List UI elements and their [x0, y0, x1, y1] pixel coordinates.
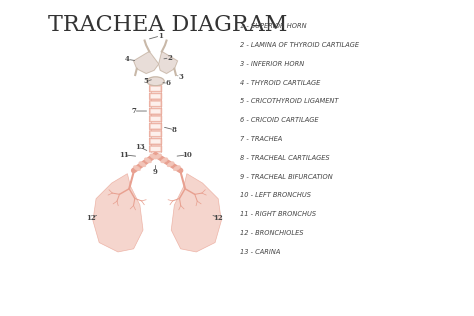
Ellipse shape — [145, 158, 151, 163]
Text: 12: 12 — [213, 214, 223, 222]
Text: 12 - BRONCHIOLES: 12 - BRONCHIOLES — [240, 230, 304, 236]
FancyBboxPatch shape — [151, 102, 160, 106]
FancyBboxPatch shape — [151, 132, 160, 136]
Text: 2: 2 — [167, 54, 172, 62]
Polygon shape — [134, 52, 159, 73]
FancyBboxPatch shape — [149, 86, 162, 92]
Text: 3: 3 — [178, 73, 183, 81]
Polygon shape — [159, 52, 177, 73]
Text: TRACHEA DIAGRAM: TRACHEA DIAGRAM — [48, 14, 288, 36]
Text: 2 - LAMINA OF THYROID CARTILAGE: 2 - LAMINA OF THYROID CARTILAGE — [240, 42, 359, 48]
FancyBboxPatch shape — [151, 124, 160, 128]
PathPatch shape — [93, 174, 143, 252]
FancyBboxPatch shape — [151, 87, 160, 91]
FancyBboxPatch shape — [149, 93, 162, 100]
Text: 4: 4 — [125, 55, 130, 63]
Ellipse shape — [150, 154, 157, 159]
FancyBboxPatch shape — [149, 131, 162, 137]
PathPatch shape — [171, 174, 221, 252]
Text: 3 - INFERIOR HORN: 3 - INFERIOR HORN — [240, 61, 304, 67]
FancyBboxPatch shape — [151, 139, 160, 143]
Text: 10: 10 — [182, 151, 192, 159]
Ellipse shape — [155, 154, 162, 159]
Text: 9 - TRACHEAL BIFURCATION: 9 - TRACHEAL BIFURCATION — [240, 174, 333, 180]
Ellipse shape — [139, 162, 146, 167]
Text: 12: 12 — [86, 214, 96, 222]
Ellipse shape — [173, 166, 181, 171]
Text: 8 - TRACHEAL CARTILAGES: 8 - TRACHEAL CARTILAGES — [240, 155, 330, 161]
Text: 11 - RIGHT BRONCHUS: 11 - RIGHT BRONCHUS — [240, 211, 316, 217]
FancyBboxPatch shape — [149, 108, 162, 114]
Text: 5 - CRICOTHYROID LIGAMENT: 5 - CRICOTHYROID LIGAMENT — [240, 99, 338, 105]
Text: 9: 9 — [153, 168, 158, 176]
FancyBboxPatch shape — [151, 109, 160, 113]
Text: 6: 6 — [165, 79, 171, 88]
FancyBboxPatch shape — [149, 138, 162, 144]
FancyBboxPatch shape — [149, 116, 162, 122]
Ellipse shape — [167, 162, 174, 167]
FancyBboxPatch shape — [151, 147, 160, 151]
FancyBboxPatch shape — [151, 117, 160, 121]
Text: 7 - TRACHEA: 7 - TRACHEA — [240, 136, 283, 142]
FancyBboxPatch shape — [151, 94, 160, 98]
Text: 10 - LEFT BRONCHUS: 10 - LEFT BRONCHUS — [240, 192, 311, 198]
Text: 1 - SUPERIOR HORN: 1 - SUPERIOR HORN — [240, 23, 307, 29]
Ellipse shape — [133, 166, 140, 171]
Text: 13: 13 — [135, 143, 145, 151]
FancyBboxPatch shape — [149, 146, 162, 152]
Text: 1: 1 — [158, 32, 163, 40]
Ellipse shape — [147, 77, 164, 86]
Text: 7: 7 — [131, 107, 136, 115]
Text: 6 - CRICOID CARTILAGE: 6 - CRICOID CARTILAGE — [240, 117, 319, 123]
Text: 13 - CARINA: 13 - CARINA — [240, 249, 281, 255]
FancyBboxPatch shape — [149, 123, 162, 130]
Text: 11: 11 — [119, 151, 129, 159]
Text: 8: 8 — [172, 126, 177, 134]
Ellipse shape — [161, 158, 168, 163]
Text: 5: 5 — [144, 77, 149, 85]
Text: 4 - THYROID CARTILAGE: 4 - THYROID CARTILAGE — [240, 80, 320, 86]
FancyBboxPatch shape — [149, 101, 162, 107]
